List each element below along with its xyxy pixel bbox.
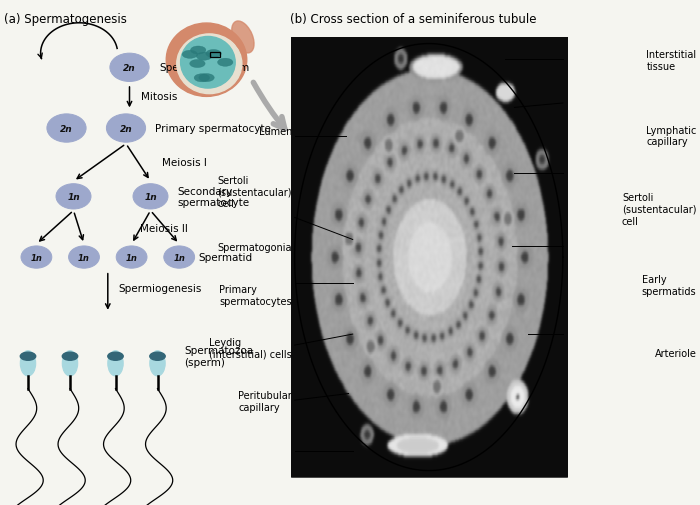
Text: 1n: 1n	[174, 253, 185, 262]
Text: Interstitial
tissue: Interstitial tissue	[646, 50, 696, 71]
Text: (b) Cross section of a seminiferous tubule: (b) Cross section of a seminiferous tubu…	[290, 13, 537, 26]
Text: 2n: 2n	[60, 124, 73, 133]
Circle shape	[21, 246, 52, 269]
Text: Lumen: Lumen	[258, 126, 292, 136]
Circle shape	[116, 246, 147, 269]
Ellipse shape	[197, 53, 212, 61]
Text: Peritubular
capillary: Peritubular capillary	[238, 391, 292, 412]
Ellipse shape	[190, 47, 206, 55]
Ellipse shape	[108, 352, 123, 361]
Ellipse shape	[181, 37, 235, 89]
Ellipse shape	[176, 35, 242, 94]
Ellipse shape	[108, 351, 123, 376]
Ellipse shape	[20, 352, 36, 361]
Ellipse shape	[150, 352, 165, 361]
Ellipse shape	[167, 24, 246, 97]
Text: 2n: 2n	[120, 124, 132, 133]
Ellipse shape	[62, 352, 78, 361]
Circle shape	[47, 115, 86, 143]
Text: Leydig
(interstitial) cells: Leydig (interstitial) cells	[209, 338, 292, 359]
Text: Sertoli
(sustentacular)
cell: Sertoli (sustentacular) cell	[622, 193, 696, 226]
Ellipse shape	[199, 74, 214, 82]
Text: Spermatid: Spermatid	[199, 252, 253, 263]
Circle shape	[110, 54, 149, 82]
Ellipse shape	[206, 50, 221, 59]
Circle shape	[164, 246, 195, 269]
Ellipse shape	[190, 61, 205, 69]
Circle shape	[56, 184, 91, 210]
Ellipse shape	[62, 351, 78, 376]
Text: Sertoli
(sustentacular)
cell: Sertoli (sustentacular) cell	[218, 175, 292, 209]
Text: Spermatozoa
(sperm): Spermatozoa (sperm)	[184, 345, 253, 367]
Text: Arteriole: Arteriole	[654, 348, 696, 359]
Circle shape	[106, 115, 146, 143]
Text: Meiosis II: Meiosis II	[140, 223, 188, 233]
Text: Lymphatic
capillary: Lymphatic capillary	[646, 126, 696, 147]
Text: 1n: 1n	[31, 253, 42, 262]
Ellipse shape	[232, 22, 254, 54]
Ellipse shape	[150, 351, 165, 376]
Text: 1n: 1n	[78, 253, 90, 262]
Text: Early
spermatids: Early spermatids	[642, 275, 696, 296]
Text: 2n: 2n	[123, 64, 136, 73]
Bar	[290, 38, 567, 477]
Bar	[210, 53, 220, 58]
Text: 1n: 1n	[67, 192, 80, 201]
Circle shape	[69, 246, 99, 269]
Text: Mitosis: Mitosis	[141, 92, 177, 102]
Text: 1n: 1n	[126, 253, 137, 262]
Text: Secondary
spermatocyte: Secondary spermatocyte	[177, 186, 249, 208]
Text: 1n: 1n	[144, 192, 157, 201]
Text: Spermiogenesis: Spermiogenesis	[118, 284, 202, 294]
Ellipse shape	[182, 51, 197, 59]
Circle shape	[133, 184, 168, 210]
Text: (a) Spermatogenesis: (a) Spermatogenesis	[4, 13, 127, 26]
Text: Meiosis I: Meiosis I	[162, 158, 206, 168]
Ellipse shape	[20, 351, 36, 376]
Text: Spermatogonium: Spermatogonium	[159, 63, 249, 73]
Text: Spermatogonia: Spermatogonia	[218, 242, 292, 252]
Text: Primary spermatocyte: Primary spermatocyte	[155, 124, 272, 134]
Text: Primary
spermatocytes: Primary spermatocytes	[219, 285, 292, 306]
Ellipse shape	[194, 75, 209, 83]
Ellipse shape	[218, 59, 233, 67]
